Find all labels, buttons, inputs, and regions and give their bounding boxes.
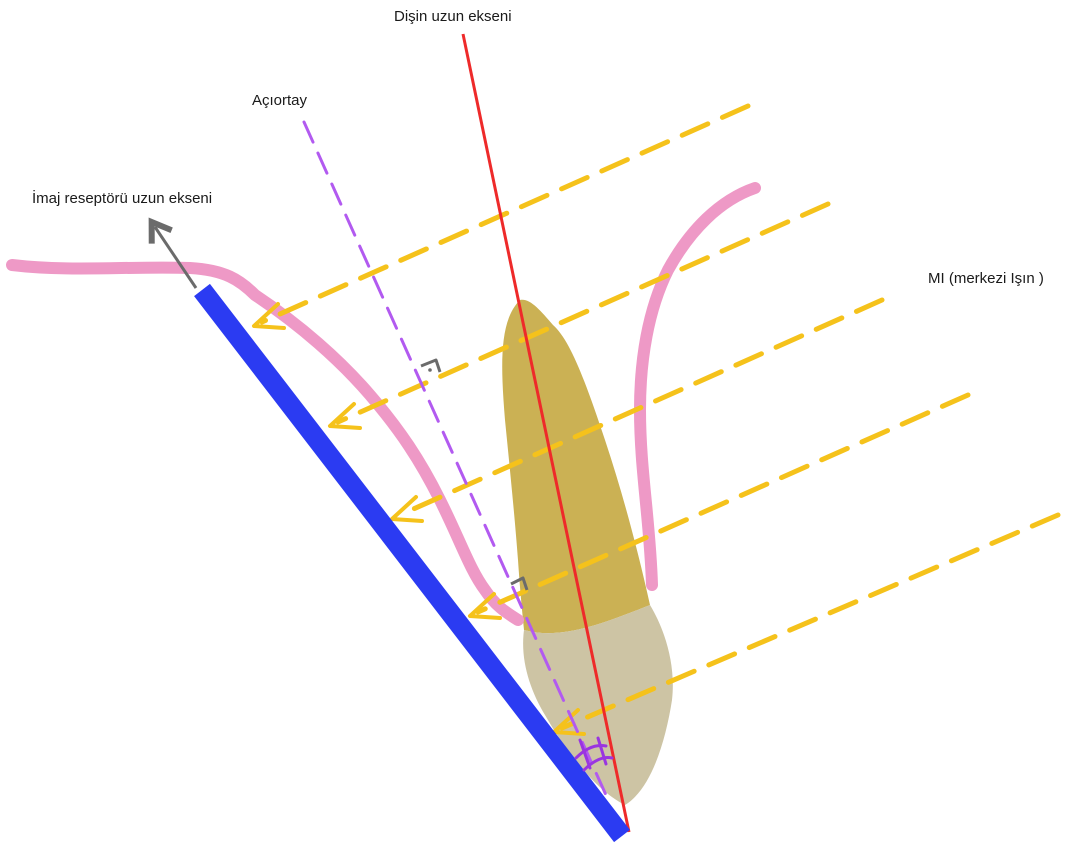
bisector-label: Açıortay [252, 92, 308, 109]
central-ray-4 [475, 392, 971, 615]
central-ray-5 [559, 512, 1061, 731]
right-angle-marker-upper [420, 358, 442, 373]
ray-arrowhead-3 [390, 495, 424, 523]
right-angle-marker-lower [510, 576, 529, 591]
gingiva-left [6, 259, 524, 626]
right-angle-dot-upper [428, 368, 432, 372]
tooth-root [502, 299, 650, 634]
central-ray-3 [397, 297, 885, 518]
ray-arrowhead-2 [328, 402, 362, 430]
bisector-line [302, 120, 612, 806]
receptor-axis-arrow [148, 217, 198, 289]
central-ray-label: MI (merkezi Işın ) [928, 270, 1044, 287]
angle-tick-2 [596, 736, 608, 766]
central-rays [259, 103, 1061, 731]
angle-arc-marks [574, 736, 614, 772]
tooth-long-axis-label: Dişin uzun ekseni [394, 8, 512, 25]
angle-arc-1 [574, 744, 608, 760]
tooth-crown [523, 605, 673, 805]
gingiva-right [633, 182, 761, 591]
angle-arc-2 [582, 756, 614, 772]
tooth-long-axis-line [461, 33, 631, 833]
angle-tick-1 [578, 738, 592, 770]
ray-arrowhead-4 [468, 592, 502, 620]
image-receptor [194, 283, 630, 843]
ray-arrowhead-1 [252, 302, 286, 330]
image-receptor-axis-label: İmaj reseptörü uzun ekseni [32, 190, 213, 207]
central-ray-2 [335, 201, 831, 425]
central-ray-1 [259, 103, 751, 325]
